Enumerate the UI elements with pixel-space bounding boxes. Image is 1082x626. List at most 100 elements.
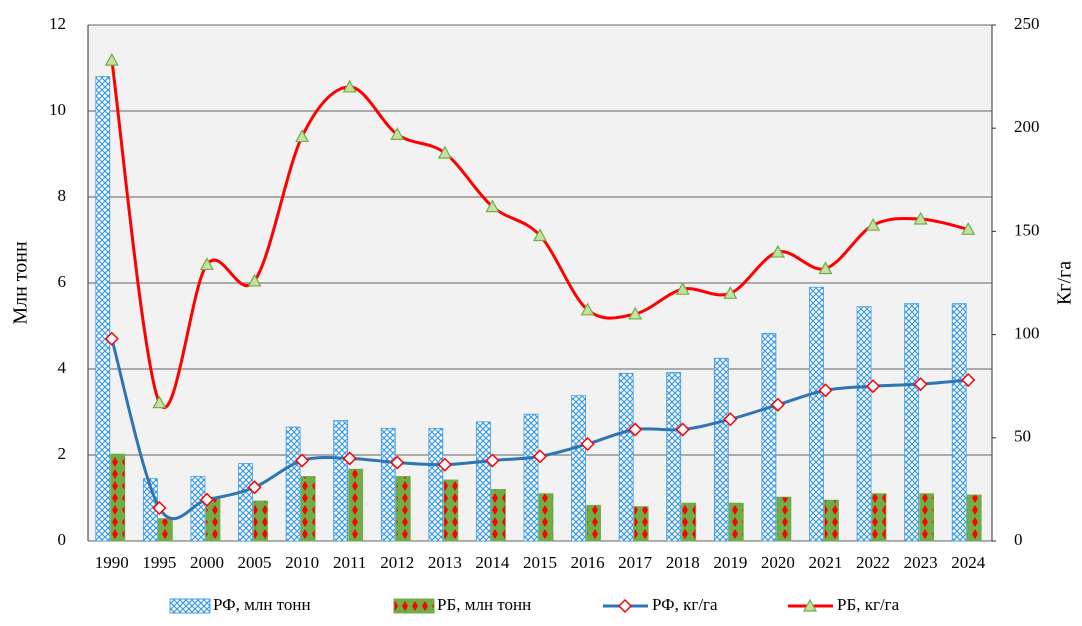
y-tick-label: 6 [58, 272, 67, 291]
bar [523, 413, 539, 542]
bar [618, 372, 634, 542]
line [110, 59, 969, 409]
marker [866, 217, 881, 231]
bar [666, 372, 682, 542]
y-tick-label: 4 [58, 358, 67, 377]
legend-label: РБ, кг/га [837, 595, 900, 614]
marker [485, 199, 500, 213]
marker [437, 145, 452, 159]
y2-tick-label: 200 [1014, 117, 1040, 136]
y-tick-label: 0 [58, 530, 67, 549]
bar [95, 76, 111, 542]
x-tick-label: 2015 [523, 553, 557, 572]
x-tick-label: 2020 [761, 553, 795, 572]
x-tick-label: 2012 [380, 553, 414, 572]
bar [443, 479, 459, 542]
bar [713, 357, 729, 542]
x-tick-label: 2017 [618, 553, 653, 572]
x-tick-label: 2021 [808, 553, 842, 572]
bar [380, 427, 396, 542]
marker [342, 451, 357, 466]
y2-tick-label: 100 [1014, 324, 1040, 343]
y-axis-title: Млн тонн [10, 241, 32, 325]
y2-tick-label: 0 [1014, 530, 1023, 549]
marker [723, 286, 738, 299]
bar [395, 476, 411, 542]
marker [580, 436, 595, 452]
y-tick-label: 2 [58, 444, 67, 463]
bar [538, 493, 554, 542]
bar [633, 506, 649, 542]
y-tick-label: 8 [58, 186, 67, 205]
marker [532, 228, 548, 242]
bar [951, 303, 967, 542]
marker [199, 257, 214, 271]
marker [342, 79, 357, 93]
x-tick-label: 2013 [428, 553, 462, 572]
y-tick-label: 10 [49, 100, 66, 119]
marker [770, 397, 785, 412]
bar [728, 502, 744, 542]
bar [681, 502, 697, 542]
bar [824, 499, 839, 542]
marker [675, 281, 690, 295]
bar [919, 493, 935, 542]
marker [818, 261, 833, 275]
x-tick-label: 1990 [95, 553, 129, 572]
marker [152, 500, 167, 516]
x-tick-label: 2011 [333, 553, 366, 572]
bar [238, 463, 253, 542]
marker [961, 222, 976, 235]
marker [865, 379, 881, 394]
marker [390, 127, 405, 140]
bar [871, 493, 887, 542]
x-tick-label: 1995 [142, 553, 176, 572]
bar [348, 468, 364, 542]
x-tick-label: 2005 [238, 553, 272, 572]
bar [586, 504, 601, 542]
bar [809, 286, 824, 542]
marker [532, 449, 548, 464]
legend-label: РФ, кг/га [652, 595, 718, 614]
marker [675, 422, 690, 437]
legend-marker [617, 598, 633, 614]
y2-tick-label: 150 [1014, 220, 1040, 239]
marker [295, 129, 310, 143]
marker [913, 377, 928, 392]
marker [628, 306, 643, 320]
y2-tick-label: 50 [1014, 427, 1031, 446]
bar [476, 421, 491, 542]
bar [904, 303, 920, 542]
marker [104, 331, 119, 346]
x-tick-label: 2014 [475, 553, 510, 572]
y2-tick-label: 250 [1014, 14, 1040, 33]
x-tick-label: 2010 [285, 553, 319, 572]
marker [628, 422, 643, 437]
x-tick-label: 2022 [856, 553, 890, 572]
marker [818, 383, 833, 398]
marker [152, 395, 167, 409]
legend-swatch [169, 598, 211, 614]
marker [723, 412, 738, 427]
marker [437, 457, 452, 472]
bar [966, 494, 982, 542]
bar [571, 395, 586, 542]
x-tick-label: 2018 [666, 553, 700, 572]
bar [285, 426, 301, 542]
marker [580, 302, 595, 316]
x-tick-label: 2023 [904, 553, 938, 572]
x-tick-label: 2000 [190, 553, 224, 572]
bar [761, 332, 777, 542]
bar [776, 496, 792, 542]
marker [961, 372, 976, 388]
bar [333, 420, 349, 542]
marker [913, 211, 928, 225]
marker [390, 455, 405, 470]
y2-axis-title: Кг/га [1054, 261, 1076, 305]
legend-swatch [393, 598, 435, 614]
x-tick-label: 2024 [951, 553, 986, 572]
bar [491, 488, 506, 542]
y-tick-label: 12 [49, 14, 66, 33]
legend-label: РФ, млн тонн [213, 595, 311, 614]
x-tick-label: 2019 [713, 553, 747, 572]
